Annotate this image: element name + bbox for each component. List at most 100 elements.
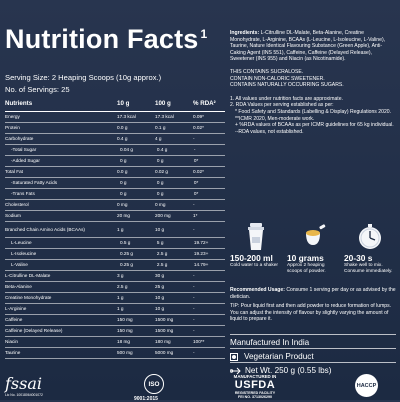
nutrient-value-10g: 0.0 g xyxy=(117,169,128,175)
nutrient-value-100g: 17.3 kcal xyxy=(155,114,174,120)
nutrient-row: Sodium 20 mg 200 mg 1* xyxy=(5,211,225,222)
step-shake-desc: Shake well to mix. Consume immediately. xyxy=(344,263,393,274)
nutrient-rda: - xyxy=(193,328,195,334)
divider xyxy=(230,362,396,363)
vegetarian-badge: Vegetarian Product xyxy=(230,352,314,361)
nutrient-rda: 0.02* xyxy=(193,169,204,175)
usage-heading: Recommended Usage: xyxy=(230,287,285,293)
nutrient-row: -Total Sugar 0.04 g 0.4 g - xyxy=(5,145,225,156)
title-text: Nutrition Facts xyxy=(5,24,199,54)
arrow-icon xyxy=(230,367,241,374)
nutrient-rda: 0* xyxy=(193,158,199,164)
nutrition-table: Nutrients 10 g 100 g % RDA² Energy 17.3 k… xyxy=(5,97,225,359)
nutrient-value-10g: 1 g xyxy=(117,226,124,232)
nutrient-rda: 14.79+ xyxy=(193,262,209,268)
nutrient-value-10g: 150 mg xyxy=(117,328,133,334)
ingredients-text: L-Citrulline DL-Malate, Beta-Alanine, Cr… xyxy=(230,30,386,63)
note-line: **ICMR 2020, Men-moderate work. xyxy=(235,115,315,122)
nutrient-name: Energy xyxy=(5,114,20,120)
note-line: --RDA values, not established. xyxy=(235,128,304,135)
nutrient-value-100g: 10 g xyxy=(155,226,165,232)
nutrient-value-100g: 0.1 g xyxy=(155,125,166,131)
nutrient-value-100g: 1500 mg xyxy=(155,328,174,334)
nutrient-name: L-Arginine xyxy=(5,306,27,312)
usfda-logo: MANUFACTURED IN USFDA REGISTERED FACILIT… xyxy=(225,374,285,399)
net-weight-label: Net Wt. 250 g (0.55 lbs) xyxy=(245,366,332,375)
nutrient-name: Caffeine xyxy=(5,317,23,323)
step-powder-amount: 10 grams xyxy=(287,253,324,263)
net-weight: Net Wt. 250 g (0.55 lbs) xyxy=(230,366,331,375)
nutrient-value-10g: 0 g xyxy=(119,158,127,164)
nutrient-value-10g: 0.25 g xyxy=(119,251,133,257)
header-10g: 10 g xyxy=(117,100,130,108)
preparation-steps: 150-200 ml Cold water to a shaker 10 gra… xyxy=(230,223,396,283)
nutrient-row: Total Fat 0.0 g 0.02 g 0.02* xyxy=(5,167,225,178)
nutrient-rda: - xyxy=(193,306,195,312)
header-nutrients: Nutrients xyxy=(5,100,33,108)
nutrient-name: Carbohydrate xyxy=(5,136,34,142)
nutrient-value-10g: 0 g xyxy=(119,180,127,186)
note-line: 2. RDA Values per serving established as… xyxy=(230,102,334,109)
nutrient-rda: - xyxy=(193,317,195,323)
nutrient-value-10g: 17.3 kcal xyxy=(117,114,136,120)
usfda-top: MANUFACTURED IN xyxy=(233,374,277,379)
usage-paragraph: Recommended Usage: Consume 1 serving per… xyxy=(230,287,396,300)
nutrient-name: -Saturated Fatty Acids xyxy=(11,180,58,186)
serving-info: Serving Size: 2 Heaping Scoops (10g appr… xyxy=(5,72,161,96)
vegetarian-label: Vegetarian Product xyxy=(244,352,314,361)
contains-line: CONTAINS NATURALLY OCCURRING SUGARS. xyxy=(230,82,344,89)
nutrient-row: Niacin 18 mg 180 mg 100** xyxy=(5,337,225,348)
nutrient-value-100g: 5000 mg xyxy=(155,350,174,356)
nutrient-value-10g: 0.4 g xyxy=(117,136,128,142)
nutrient-rda: - xyxy=(193,284,195,290)
iso-logo: ISO xyxy=(144,374,164,394)
nutrient-rda: - xyxy=(193,202,195,208)
nutrient-row: L-Leucine 0.5 g 5 g 19.72+ xyxy=(5,238,225,249)
contains-line: CONTAIN NON-CALORIC SWEETENER. xyxy=(230,75,325,82)
step-shake-time: 20-30 s xyxy=(344,253,373,263)
nutrient-value-100g: 2.5 g xyxy=(156,251,168,257)
nutrient-value-100g: 10 g xyxy=(155,295,165,301)
nutrient-row: -Trans Fats 0 g 0 g 0* xyxy=(5,189,225,200)
nutrient-value-100g: 0 mg xyxy=(155,202,166,208)
nutrient-value-100g: 0.4 g xyxy=(156,147,168,153)
nutrition-table-header: Nutrients 10 g 100 g % RDA² xyxy=(5,97,225,112)
title-footnote-mark: 1 xyxy=(200,27,208,41)
nutrient-row: L-Citrulline DL-Malate 3 g 30 g - xyxy=(5,271,225,282)
nutrient-value-100g: 2.5 g xyxy=(156,262,168,268)
nutrient-row: L-Isoleucine 0.25 g 2.5 g 19.23+ xyxy=(5,249,225,260)
note-line: * Food Safety and Standards (Labelling &… xyxy=(235,108,392,115)
nutrient-rda: 1* xyxy=(193,213,198,219)
contains-line: THIS CONTAINS SUCRALOSE. xyxy=(230,68,304,75)
nutrient-rda: 0* xyxy=(193,191,199,197)
nutrient-value-100g: 0 g xyxy=(156,158,164,164)
nutrient-name: Beta-Alanine xyxy=(5,284,32,290)
serving-size: Serving Size: 2 Heaping Scoops (10g appr… xyxy=(5,73,162,82)
nutrient-rda: 19.72+ xyxy=(193,240,209,246)
nutrient-value-100g: 200 mg xyxy=(155,213,171,219)
nutrient-value-10g: 1 g xyxy=(117,295,124,301)
nutrient-value-10g: 0 mg xyxy=(117,202,128,208)
nutrient-rda: - xyxy=(193,273,195,279)
nutrient-row: Cholesterol 0 mg 0 mg - xyxy=(5,200,225,211)
step-shake: 20-30 s Shake well to mix. Consume immed… xyxy=(344,223,396,274)
certification-logos: fssai Lic No. 10018064001072 ISO 9001:20… xyxy=(0,374,400,402)
nutrient-name: -Trans Fats xyxy=(11,191,35,197)
iso-number: 9001:2015 xyxy=(134,396,158,402)
nutrient-row: L-Arginine 1 g 10 g - xyxy=(5,304,225,315)
nutrient-name: Protein xyxy=(5,125,20,131)
nutrient-name: Sodium xyxy=(5,213,21,219)
nutrient-value-100g: 180 mg xyxy=(155,339,171,345)
nutrient-value-100g: 30 g xyxy=(155,273,165,279)
nutrient-value-10g: 0.04 g xyxy=(119,147,133,153)
nutrient-value-10g: 150 mg xyxy=(117,317,133,323)
nutrient-value-100g: 0 g xyxy=(156,180,164,186)
usage-panel: Recommended Usage: Consume 1 serving per… xyxy=(230,287,396,323)
usfda-fei: FEI NO. 3713026290 xyxy=(238,395,272,399)
nutrient-rda: - xyxy=(193,136,195,142)
nutrient-row: Carbohydrate 0.4 g 4 g - xyxy=(5,134,225,145)
nutrient-row: -Saturated Fatty Acids 0 g 0 g 0* xyxy=(5,178,225,189)
nutrient-value-10g: 2.5 g xyxy=(117,284,128,290)
nutrient-name: Niacin xyxy=(5,339,19,345)
nutrient-rda: 100** xyxy=(193,339,205,345)
